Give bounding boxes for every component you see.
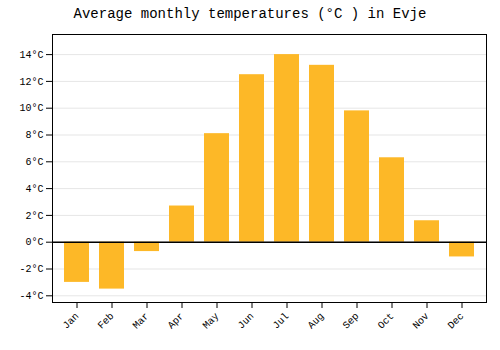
- svg-text:10°C: 10°C: [19, 103, 43, 114]
- svg-text:Dec: Dec: [446, 311, 467, 332]
- svg-text:4°C: 4°C: [25, 184, 43, 195]
- svg-text:Mar: Mar: [131, 311, 152, 332]
- svg-text:Apr: Apr: [166, 311, 187, 332]
- svg-text:Nov: Nov: [411, 311, 432, 332]
- svg-text:12°C: 12°C: [19, 77, 43, 88]
- svg-text:-4°C: -4°C: [19, 291, 43, 302]
- svg-text:8°C: 8°C: [25, 130, 43, 141]
- svg-text:Jul: Jul: [271, 311, 292, 332]
- svg-text:Sep: Sep: [341, 311, 362, 332]
- svg-text:Feb: Feb: [96, 311, 117, 332]
- html-text:Average monthly temperatures (: Average monthly temperatures (°C ) in Ev…: [73, 6, 427, 22]
- svg-text:0°C: 0°C: [25, 237, 43, 248]
- svg-text:Aug: Aug: [306, 311, 327, 332]
- svg-text:-2°C: -2°C: [19, 264, 43, 275]
- svg-text:Jan: Jan: [61, 311, 82, 332]
- svg-text:14°C: 14°C: [19, 50, 43, 61]
- svg-text:Jun: Jun: [236, 311, 257, 332]
- svg-text:May: May: [201, 311, 222, 332]
- svg-text:2°C: 2°C: [25, 211, 43, 222]
- svg-text:Oct: Oct: [376, 311, 397, 332]
- svg-text:6°C: 6°C: [25, 157, 43, 168]
